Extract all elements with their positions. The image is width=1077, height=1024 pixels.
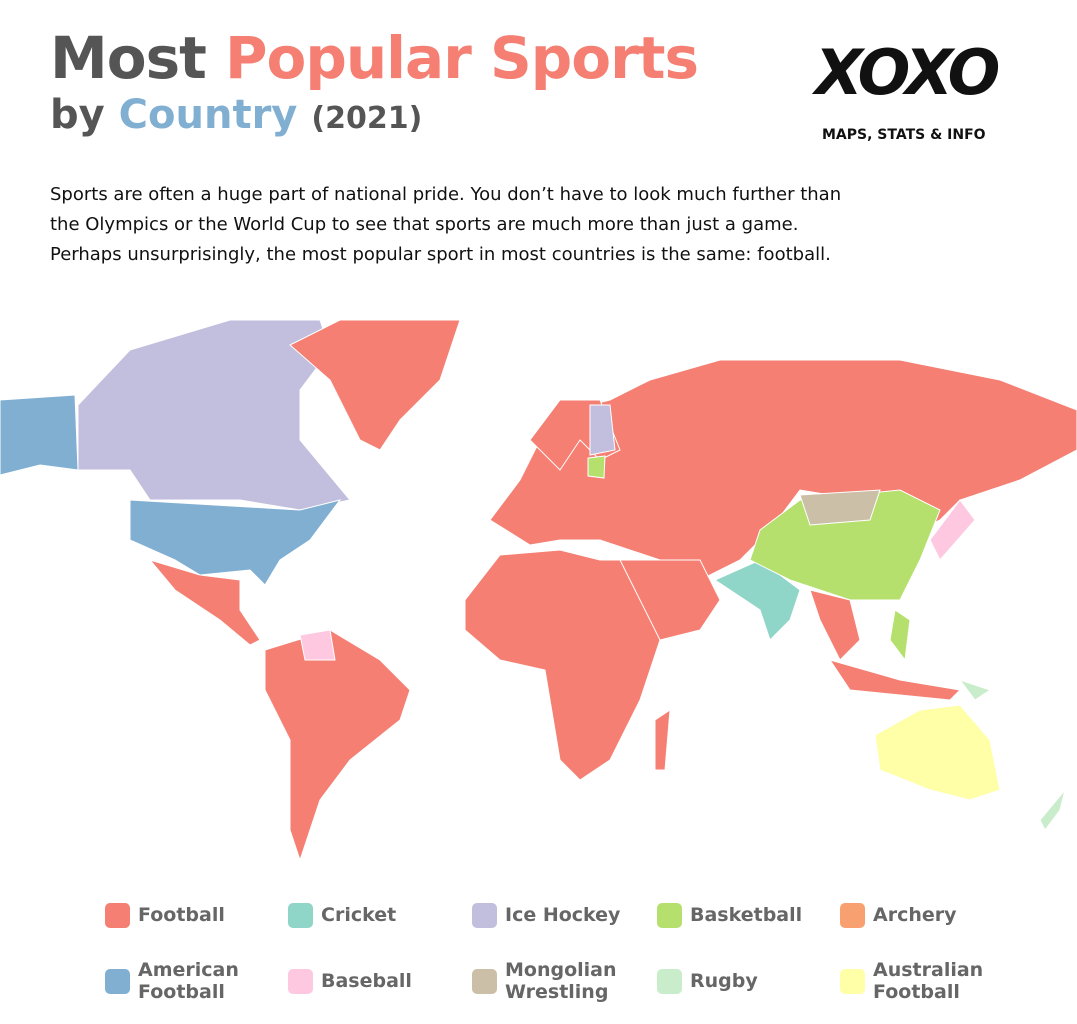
legend-label: Ice Hockey bbox=[505, 904, 621, 926]
legend-item: Cricket bbox=[288, 902, 468, 928]
title-highlight: Popular Sports bbox=[225, 24, 699, 92]
australia bbox=[874, 704, 1001, 801]
legend-label: Archery bbox=[873, 904, 957, 926]
canada bbox=[77, 319, 351, 511]
legend-swatch bbox=[105, 968, 130, 994]
legend-item: Mongolian Wrestling bbox=[472, 959, 652, 1003]
description-line: Perhaps unsurprisingly, the most popular… bbox=[50, 244, 831, 265]
usa bbox=[129, 499, 342, 586]
legend-item: Archery bbox=[840, 902, 1020, 928]
legend-label: Cricket bbox=[321, 904, 397, 926]
finland bbox=[589, 404, 616, 456]
legend-item: Football bbox=[105, 902, 285, 928]
africa bbox=[464, 549, 691, 781]
png bbox=[958, 679, 992, 701]
world-map bbox=[0, 319, 1077, 862]
legend-label: Mongolian Wrestling bbox=[505, 959, 617, 1003]
legend-item: Basketball bbox=[657, 902, 837, 928]
madagascar bbox=[654, 709, 671, 771]
new-zealand bbox=[1039, 789, 1066, 831]
legend-swatch bbox=[288, 902, 313, 928]
baltics bbox=[587, 455, 606, 479]
venezuela bbox=[299, 629, 336, 661]
legend-item: Ice Hockey bbox=[472, 902, 652, 928]
legend-swatch bbox=[472, 968, 497, 994]
legend-label: American Football bbox=[138, 959, 239, 1003]
legend-swatch bbox=[105, 902, 130, 928]
title-word: Most bbox=[50, 24, 207, 92]
legend-item: Australian Football bbox=[840, 959, 1020, 1003]
legend-swatch bbox=[840, 968, 865, 994]
description-line: the Olympics or the World Cup to see tha… bbox=[50, 214, 799, 235]
title-year: (2021) bbox=[311, 101, 423, 136]
southeast-asia bbox=[809, 589, 861, 661]
logo-tagline: MAPS, STATS & INFO bbox=[822, 127, 986, 143]
philippines bbox=[889, 609, 911, 662]
mongolia bbox=[799, 489, 881, 526]
description: Sports are often a huge part of national… bbox=[50, 180, 841, 270]
title-line-2: by Country (2021) bbox=[50, 92, 422, 138]
south-america bbox=[264, 629, 411, 862]
title-highlight: Country bbox=[118, 92, 298, 138]
legend-swatch bbox=[657, 968, 682, 994]
legend-label: Baseball bbox=[321, 970, 412, 992]
legend-swatch bbox=[657, 902, 682, 928]
legend-label: Rugby bbox=[690, 970, 758, 992]
legend-swatch bbox=[288, 968, 313, 994]
mexico bbox=[148, 559, 261, 646]
greenland bbox=[289, 319, 461, 451]
title-line-1: Most Popular Sports bbox=[50, 24, 699, 92]
legend-swatch bbox=[840, 902, 865, 928]
japan bbox=[929, 499, 976, 561]
legend-label: Basketball bbox=[690, 904, 803, 926]
legend-item: Rugby bbox=[657, 959, 837, 1003]
legend-item: Baseball bbox=[288, 959, 468, 1003]
legend-swatch bbox=[472, 902, 497, 928]
title-word: by bbox=[50, 92, 105, 138]
indonesia bbox=[828, 659, 962, 701]
legend-label: Football bbox=[138, 904, 225, 926]
alaska bbox=[0, 394, 79, 476]
description-line: Sports are often a huge part of national… bbox=[50, 184, 842, 205]
legend-item: American Football bbox=[105, 959, 285, 1003]
logo: XOXO bbox=[815, 36, 1000, 109]
legend-label: Australian Football bbox=[873, 959, 984, 1003]
arabia bbox=[619, 559, 721, 641]
